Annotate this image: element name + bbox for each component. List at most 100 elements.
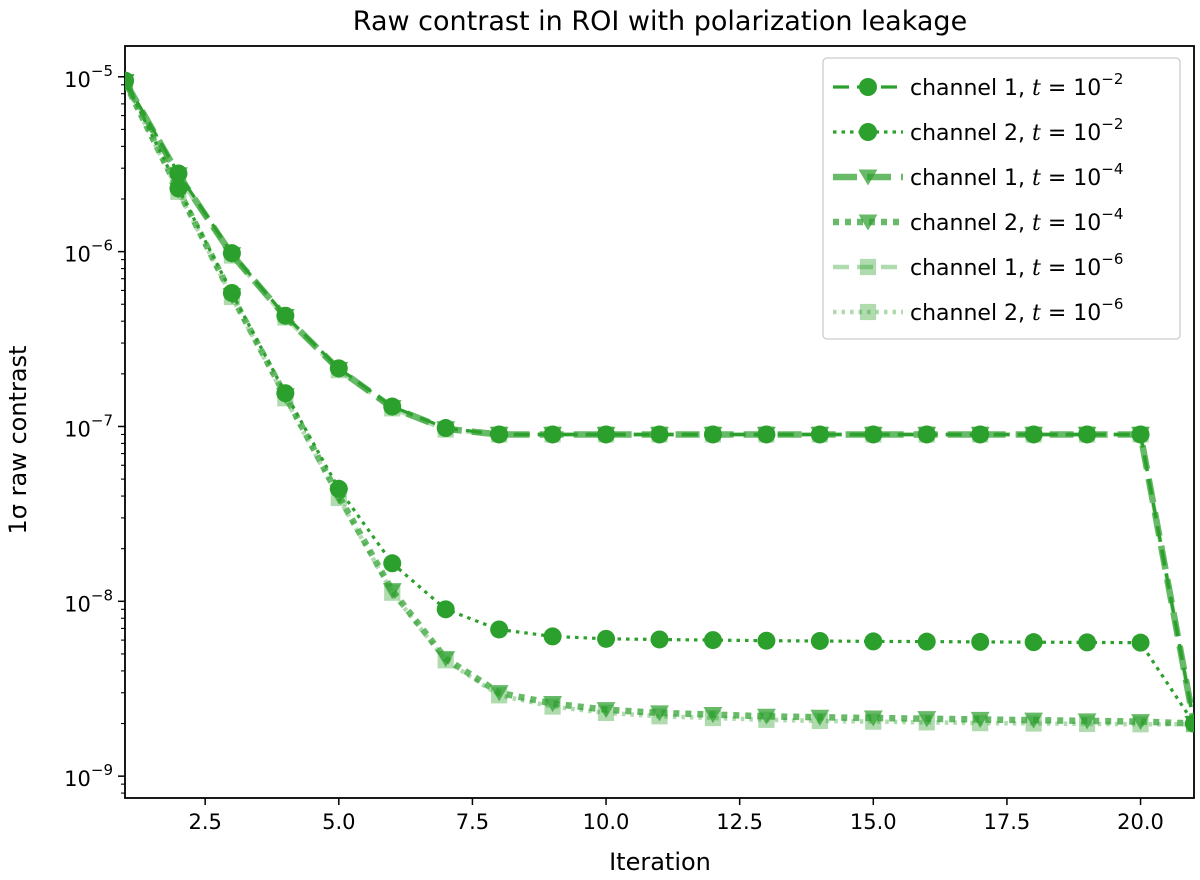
y-tick-exponent: −8 bbox=[91, 586, 113, 604]
y-tick-base: 10 bbox=[64, 592, 91, 616]
data-point-circle bbox=[1131, 633, 1150, 652]
data-point-circle bbox=[1024, 425, 1043, 444]
legend-label: channel 2, t = 10−2 bbox=[910, 115, 1123, 146]
y-tick-exponent: −9 bbox=[91, 761, 113, 779]
legend-label-text: channel 1, bbox=[910, 166, 1032, 191]
data-point-circle bbox=[703, 425, 722, 444]
plot-series bbox=[125, 71, 1194, 733]
data-point-triangle bbox=[756, 708, 776, 725]
data-point-triangle bbox=[1024, 712, 1044, 729]
y-tick-base: 10 bbox=[64, 68, 91, 92]
legend-item: channel 2, t = 10−6 bbox=[833, 295, 1123, 326]
series-line bbox=[125, 80, 1194, 727]
legend-label-variable: t bbox=[1032, 211, 1041, 236]
data-point-circle bbox=[1024, 633, 1043, 652]
series-4 bbox=[125, 74, 1194, 733]
legend-label-variable: t bbox=[1032, 166, 1041, 191]
data-point-circle bbox=[436, 419, 455, 438]
data-point-triangle bbox=[382, 583, 402, 600]
data-point-circle bbox=[810, 631, 829, 650]
data-point-circle bbox=[329, 479, 348, 498]
data-point-circle bbox=[490, 620, 509, 639]
y-axis: 10−910−810−710−610−5 bbox=[64, 62, 125, 794]
y-tick-base: 10 bbox=[64, 417, 91, 441]
data-point-circle bbox=[1185, 714, 1194, 733]
data-point-triangle bbox=[858, 214, 878, 231]
y-tick-base: 10 bbox=[64, 767, 91, 791]
x-tick-label: 17.5 bbox=[984, 810, 1031, 834]
legend-label-exponent: −2 bbox=[1101, 115, 1123, 133]
data-point-circle bbox=[169, 179, 188, 198]
y-tick-exponent: −7 bbox=[91, 411, 113, 429]
legend-label-variable: t bbox=[1032, 76, 1041, 101]
data-point-triangle bbox=[970, 711, 990, 728]
y-tick-exponent: −5 bbox=[91, 62, 113, 80]
y-tick-exponent: −6 bbox=[91, 237, 113, 255]
legend-item: channel 2, t = 10−2 bbox=[833, 115, 1123, 146]
series-2 bbox=[125, 71, 1194, 733]
data-point-circle bbox=[757, 425, 776, 444]
y-tick-label: 10−9 bbox=[64, 761, 113, 791]
data-point-triangle bbox=[1131, 714, 1150, 731]
legend-label-equals: = 10 bbox=[1041, 211, 1101, 236]
data-point-triangle bbox=[703, 707, 723, 724]
data-point-circle bbox=[810, 425, 829, 444]
legend-label-equals: = 10 bbox=[1041, 76, 1101, 101]
legend-label: channel 2, t = 10−6 bbox=[910, 295, 1123, 326]
data-point-circle bbox=[971, 632, 990, 651]
x-tick-label: 15.0 bbox=[850, 810, 897, 834]
data-point-circle bbox=[383, 554, 402, 573]
data-point-square bbox=[859, 303, 877, 321]
legend-item: channel 1, t = 10−2 bbox=[833, 70, 1123, 101]
data-point-circle bbox=[859, 78, 877, 96]
data-point-circle bbox=[543, 627, 562, 646]
data-point-square bbox=[859, 258, 877, 276]
data-point-circle bbox=[222, 244, 241, 263]
data-point-triangle bbox=[1077, 713, 1097, 730]
x-tick-label: 5.0 bbox=[322, 810, 355, 834]
data-point-circle bbox=[864, 632, 883, 651]
legend-label: channel 1, t = 10−2 bbox=[910, 70, 1123, 101]
y-tick-label: 10−7 bbox=[64, 411, 113, 441]
legend-label-equals: = 10 bbox=[1041, 166, 1101, 191]
data-point-triangle bbox=[436, 651, 456, 668]
x-axis: 2.5 5.0 7.5 10.0 12.5 15.0 17.5 20.0 bbox=[188, 798, 1164, 834]
data-point-circle bbox=[490, 425, 509, 444]
data-point-circle bbox=[859, 123, 877, 141]
data-point-circle bbox=[329, 359, 348, 378]
data-point-circle bbox=[1078, 633, 1097, 652]
legend-item: channel 2, t = 10−4 bbox=[833, 205, 1123, 236]
data-point-circle bbox=[864, 425, 883, 444]
data-point-triangle bbox=[543, 696, 563, 713]
data-point-circle bbox=[971, 425, 990, 444]
legend-label-exponent: −2 bbox=[1101, 70, 1123, 88]
x-tick-label: 10.0 bbox=[583, 810, 630, 834]
x-tick-label: 7.5 bbox=[456, 810, 489, 834]
data-point-circle bbox=[757, 631, 776, 650]
chart-title: Raw contrast in ROI with polarization le… bbox=[353, 6, 967, 37]
data-point-triangle bbox=[917, 711, 937, 728]
data-point-triangle bbox=[810, 709, 830, 726]
legend-label-exponent: −6 bbox=[1101, 295, 1123, 313]
data-point-triangle bbox=[596, 702, 616, 719]
legend-label: channel 1, t = 10−6 bbox=[910, 250, 1123, 281]
x-tick-label: 12.5 bbox=[716, 810, 763, 834]
legend-item: channel 1, t = 10−6 bbox=[833, 250, 1123, 281]
data-point-circle bbox=[436, 600, 455, 619]
legend-label: channel 1, t = 10−4 bbox=[910, 160, 1123, 191]
data-point-triangle bbox=[863, 710, 883, 727]
data-point-circle bbox=[169, 164, 188, 183]
data-point-circle bbox=[917, 425, 936, 444]
legend-label-exponent: −6 bbox=[1101, 250, 1123, 268]
legend-label-text: channel 2, bbox=[910, 211, 1032, 236]
series-line bbox=[125, 82, 1194, 727]
data-point-circle bbox=[1078, 425, 1097, 444]
legend-label-text: channel 2, bbox=[910, 301, 1032, 326]
legend-label-variable: t bbox=[1032, 121, 1041, 146]
x-axis-label: Iteration bbox=[609, 848, 711, 876]
data-point-circle bbox=[597, 425, 616, 444]
data-point-circle bbox=[597, 629, 616, 648]
data-point-circle bbox=[222, 283, 241, 302]
legend-label: channel 2, t = 10−4 bbox=[910, 205, 1123, 236]
